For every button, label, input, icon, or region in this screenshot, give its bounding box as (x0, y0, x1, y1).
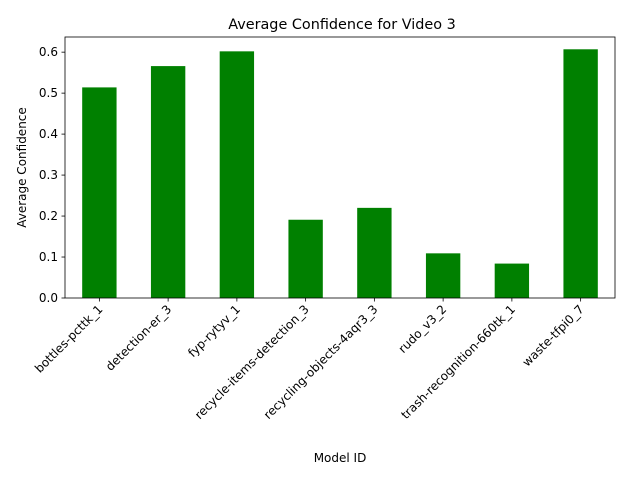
bar-recycle-items-detection_3 (288, 219, 323, 298)
x-tick-label: waste-tfpi0_7 (520, 302, 587, 369)
y-tick-label: 0.0 (39, 291, 58, 305)
x-tick-label: recycle-items-detection_3 (192, 302, 312, 422)
x-tick-label: recycling-objects-4aqr3_3 (261, 302, 381, 422)
bar-fyp-rytyv_1 (219, 51, 255, 298)
y-tick-label: 0.2 (39, 209, 58, 223)
x-tick-label: fyp-rytyv_1 (185, 302, 243, 360)
bar-waste-tfpi0_7 (563, 49, 598, 298)
bars-group (82, 49, 598, 298)
x-tick-label: rudo_v3_2 (396, 302, 450, 356)
bar-recycling-objects-4aqr3_3 (357, 207, 392, 298)
bar-bottles-pcttk_1 (82, 87, 117, 298)
x-tick-label: trash-recognition-660tk_1 (398, 302, 518, 422)
x-tick-label: bottles-pcttk_1 (32, 302, 105, 375)
y-tick-label: 0.3 (39, 168, 58, 182)
x-axis-label: Model ID (314, 451, 367, 465)
bar-detection-er_3 (150, 66, 186, 298)
plot-frame (64, 36, 616, 299)
y-axis-label: Average Confidence (15, 107, 29, 228)
bar-rudo_v3_2 (425, 253, 461, 298)
y-axis: 0.0 0.1 0.2 0.3 0.4 0.5 0.6 (39, 45, 65, 305)
y-tick-label: 0.5 (39, 86, 58, 100)
x-tick-label: detection-er_3 (103, 302, 174, 373)
bar-trash-recognition-660tk_1 (494, 263, 530, 298)
y-tick-label: 0.6 (39, 45, 58, 59)
chart-title: Average Confidence for Video 3 (228, 17, 456, 33)
y-tick-label: 0.1 (39, 250, 58, 264)
y-tick-label: 0.4 (39, 127, 58, 141)
